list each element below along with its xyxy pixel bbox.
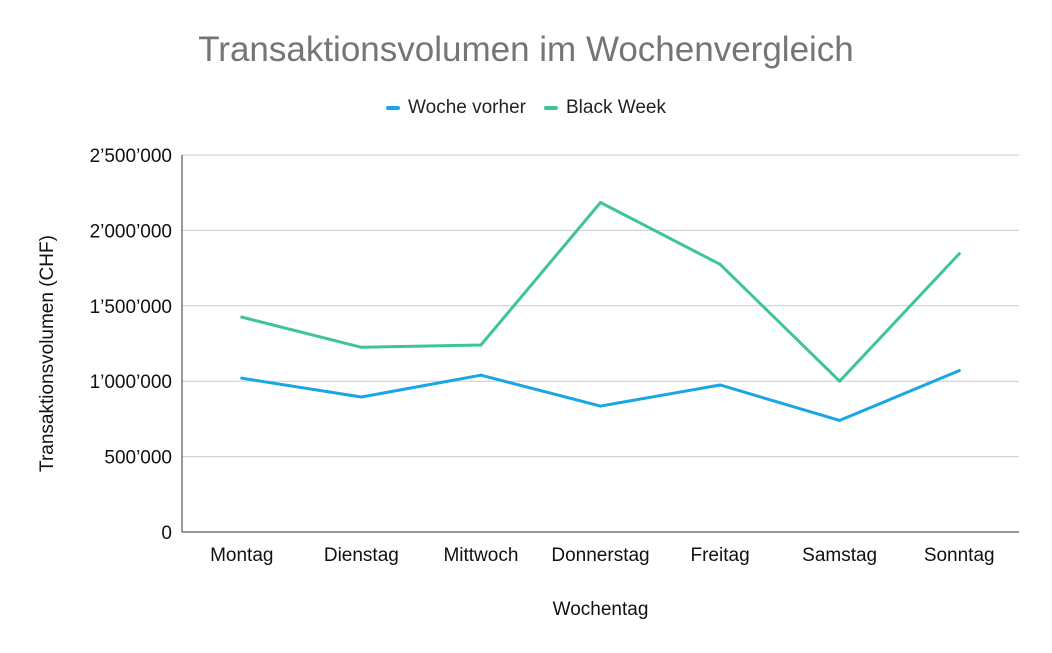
y-tick-label: 1’500’000 [90,297,172,318]
data-point[interactable] [240,315,244,319]
axes [181,155,1019,533]
series-lines [240,201,961,422]
x-tick-label: Montag [210,545,273,566]
data-point[interactable] [599,404,602,408]
y-tick-label: 0 [161,523,172,544]
x-tick-label: Mittwoch [443,545,518,566]
data-point[interactable] [838,418,842,422]
data-point[interactable] [479,373,483,377]
data-point[interactable] [359,395,363,399]
data-point[interactable] [718,383,722,387]
x-tick-label: Samstag [802,545,877,566]
y-tick-label: 2’500’000 [90,146,172,167]
gridlines [182,154,1019,458]
data-point[interactable] [838,379,842,383]
data-point[interactable] [718,262,722,266]
legend-item-woche-vorher[interactable]: Woche vorher [386,97,526,119]
data-point[interactable] [240,376,244,380]
y-tick-labels: 0 500’000 1’000’000 1’500’000 2’000’000 2’500… [90,146,172,544]
x-axis-title: Wochentag [553,599,649,620]
x-tick-label: Freitag [691,545,750,566]
y-tick-label: 1’000’000 [90,372,172,393]
y-axis-title: Transaktionsvolumen (CHF) [37,235,58,472]
legend-label-woche-vorher: Woche vorher [408,97,526,118]
data-point[interactable] [599,201,602,205]
data-point[interactable] [359,345,363,349]
legend-swatch-woche-vorher [386,106,401,110]
x-tick-labels: Montag Dienstag Mittwoch Donnerstag Freitag S… [210,545,995,566]
series-line-black-week[interactable] [240,201,961,383]
y-tick-label: 500’000 [104,448,172,469]
chart-title: Transaktionsvolumen im Wochenvergleich [198,30,854,69]
data-point[interactable] [479,343,483,347]
x-tick-label: Donnerstag [551,545,649,566]
data-point[interactable] [957,369,961,373]
x-tick-label: Dienstag [324,545,399,566]
series-line-woche-vorher[interactable] [240,369,961,422]
legend-label-black-week: Black Week [565,97,666,118]
x-tick-label: Sonntag [924,545,995,566]
legend-swatch-black-week [543,106,558,110]
legend-item-black-week[interactable]: Black Week [543,97,666,119]
data-point[interactable] [957,252,961,256]
legend: Woche vorher Black Week [0,97,1052,119]
y-tick-label: 2’000’000 [90,221,172,242]
